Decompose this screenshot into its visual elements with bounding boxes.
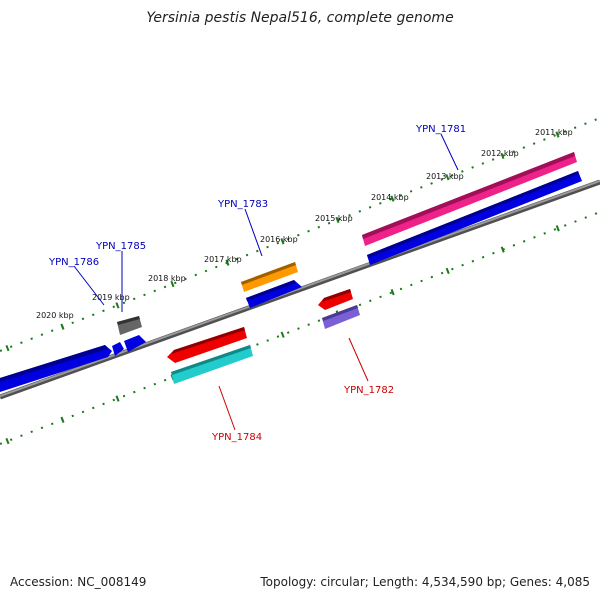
feature-ypn-1786-blue bbox=[0, 345, 112, 392]
ticks-upper-tick-9 bbox=[500, 152, 505, 160]
leader-ypn-1782 bbox=[348, 337, 369, 382]
feature-ypn-1782-purple bbox=[322, 305, 360, 329]
scale-label-2015: 2015 kbp bbox=[315, 214, 353, 223]
ticks-upper-tick-4 bbox=[225, 259, 230, 266]
ticks-lower-tick-5 bbox=[280, 331, 285, 338]
scale-label-2011: 2011 kbp bbox=[535, 128, 573, 137]
ticks-upper-tick-3 bbox=[170, 280, 175, 288]
ticks-upper-tick-6 bbox=[335, 216, 340, 224]
ticks-lower-tick-9 bbox=[500, 246, 505, 253]
feature-ypn-1784-cyan bbox=[171, 345, 253, 384]
gene-label-ypn-1785[interactable]: YPN_1785 bbox=[95, 241, 146, 252]
scale-label-2014: 2014 kbp bbox=[371, 193, 409, 202]
ticks-upper-tick-0 bbox=[5, 344, 10, 352]
leader-ypn-1786 bbox=[73, 265, 105, 306]
leader-ypn-1781 bbox=[440, 133, 459, 171]
feature-ypn-1783-orange bbox=[241, 262, 298, 292]
ticks-lower-tick-8 bbox=[445, 267, 450, 275]
gene-label-ypn-1781[interactable]: YPN_1781 bbox=[415, 124, 466, 135]
ticks-lower-tick-0 bbox=[5, 437, 10, 445]
ticks-lower-tick-1 bbox=[60, 416, 65, 423]
lower-scale-line bbox=[0, 211, 600, 445]
feature-ypn-1785-blue bbox=[112, 335, 146, 356]
genome-summary-label: Topology: circular; Length: 4,534,590 bp… bbox=[260, 575, 590, 589]
ticks-upper-tick-1 bbox=[60, 323, 65, 330]
scale-label-2019: 2019 kbp bbox=[92, 293, 130, 302]
scale-label-2018: 2018 kbp bbox=[148, 274, 186, 283]
ticks-upper-tick-5 bbox=[280, 238, 285, 245]
scale-label-2017: 2017 kbp bbox=[204, 255, 242, 264]
scale-label-2013: 2013 kbp bbox=[426, 172, 464, 181]
ticks-upper-tick-8 bbox=[445, 174, 450, 181]
feature-ypn-1782-red bbox=[318, 289, 353, 310]
gene-label-ypn-1786[interactable]: YPN_1786 bbox=[48, 257, 99, 268]
ticks-lower-tick-2 bbox=[115, 395, 120, 402]
leader-ypn-1784 bbox=[218, 385, 236, 431]
feature-ypn-1785-gray bbox=[117, 316, 142, 335]
map-title: Yersinia pestis Nepal516, complete genom… bbox=[146, 10, 454, 26]
upper-scale-ticks bbox=[5, 131, 560, 352]
accession-label: Accession: NC_008149 bbox=[10, 575, 147, 589]
gene-label-ypn-1783[interactable]: YPN_1783 bbox=[217, 199, 268, 210]
ticks-lower-tick-10 bbox=[555, 225, 560, 232]
ticks-upper-tick-2 bbox=[115, 302, 120, 309]
feature-ypn-1784-red bbox=[167, 327, 247, 363]
ticks-upper-tick-10 bbox=[555, 131, 560, 138]
leader-ypn-1783 bbox=[244, 208, 263, 257]
gene-label-ypn-1784[interactable]: YPN_1784 bbox=[211, 432, 262, 443]
gene-label-ypn-1782[interactable]: YPN_1782 bbox=[343, 385, 394, 396]
feature-ypn-1781-pink bbox=[362, 152, 577, 246]
scale-label-2016: 2016 kbp bbox=[260, 235, 298, 244]
genome-backbone bbox=[0, 179, 600, 400]
feature-ypn-1781-blue bbox=[367, 171, 582, 265]
scale-label-2020: 2020 kbp bbox=[36, 311, 74, 320]
scale-label-2012: 2012 kbp bbox=[481, 149, 519, 158]
ticks-upper-tick-7 bbox=[390, 195, 395, 202]
ticks-lower-tick-7 bbox=[390, 289, 395, 296]
feature-ypn-1783-blue bbox=[246, 280, 302, 308]
